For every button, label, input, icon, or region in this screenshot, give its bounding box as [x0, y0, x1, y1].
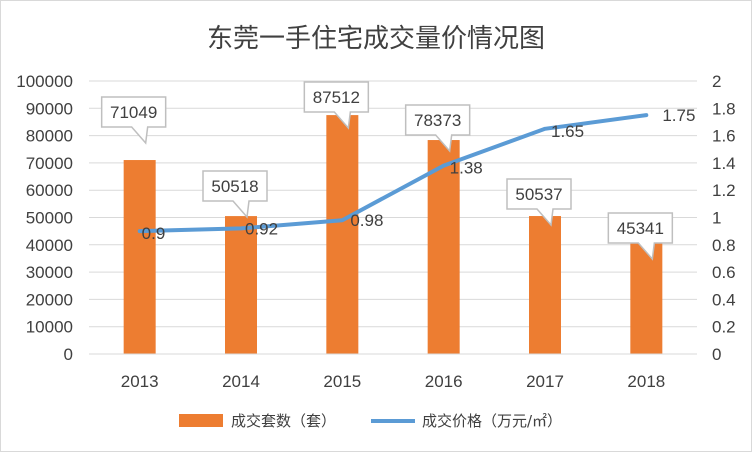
bar-data-label-text: 87512 — [313, 88, 360, 107]
bar-data-label-callout — [607, 212, 674, 261]
bar-data-label: 50537 — [506, 178, 572, 227]
right-axis-tick-label: 1 — [712, 209, 721, 228]
right-axis-tick-label: 0 — [712, 345, 721, 364]
bar-data-label: 71049 — [100, 96, 167, 145]
bar — [123, 160, 156, 354]
bar-data-label-callout — [202, 170, 268, 219]
bar-data-label-text: 71049 — [110, 103, 157, 122]
right-axis-ticks: 0 0.2 0.4 0.6 0.8 1 1.2 1.4 1.6 1.8 2 — [712, 72, 736, 364]
x-axis-tick-label: 2013 — [121, 372, 159, 391]
left-axis-tick-label: 90000 — [26, 99, 73, 118]
line-data-label: 1.38 — [450, 159, 483, 178]
bar-data-label: 78373 — [404, 104, 471, 153]
right-axis-tick-label: 1.6 — [712, 127, 736, 146]
right-axis-tick-label: 0.6 — [712, 263, 736, 282]
left-axis-tick-label: 0 — [64, 345, 73, 364]
left-axis-tick-label: 80000 — [26, 127, 73, 146]
line-data-label: 0.92 — [245, 219, 278, 238]
bar — [326, 115, 359, 354]
x-axis-tick-label: 2014 — [222, 372, 260, 391]
legend-line-label: 成交价格（万元/㎡） — [422, 412, 562, 430]
right-axis-tick-label: 1.8 — [712, 99, 736, 118]
legend-bar-swatch — [179, 414, 223, 427]
left-axis-tick-label: 40000 — [26, 236, 73, 255]
x-axis-ticks: 2013 2014 2015 2016 2017 2018 — [121, 372, 665, 391]
line-data-label: 0.98 — [350, 211, 383, 230]
right-axis-tick-label: 0.8 — [712, 236, 736, 255]
bar-data-labels: 71049 50518 87512 78373 50537 45341 — [100, 81, 674, 261]
line-data-label: 1.75 — [662, 106, 695, 125]
left-axis-ticks: 0 10000 20000 30000 40000 50000 60000 70000 8000… — [16, 72, 73, 364]
left-axis-tick-label: 60000 — [26, 181, 73, 200]
right-axis-tick-label: 1.2 — [712, 181, 736, 200]
x-axis-tick-label: 2018 — [627, 372, 665, 391]
bar-data-label-callout — [100, 96, 167, 145]
left-axis-tick-label: 30000 — [26, 263, 73, 282]
legend: 成交套数（套） 成交价格（万元/㎡） — [179, 412, 562, 430]
chart-title: 东莞一手住宅成交量价情况图 — [207, 24, 545, 54]
bar — [225, 216, 257, 354]
bar-data-label-text: 45341 — [617, 219, 664, 238]
x-axis-tick-label: 2015 — [323, 372, 361, 391]
bar-data-label-callout — [303, 81, 370, 130]
bar-data-label: 50518 — [202, 170, 268, 219]
bar-data-label-text: 78373 — [414, 111, 461, 130]
left-axis-tick-label: 10000 — [26, 318, 73, 337]
right-axis-tick-label: 2 — [712, 72, 721, 91]
bar-data-label-callout — [506, 178, 572, 227]
bar-data-label-text: 50518 — [211, 177, 258, 196]
bar-series — [123, 115, 663, 354]
line-data-label: 0.9 — [142, 224, 166, 243]
bar-data-label: 45341 — [607, 212, 674, 261]
right-axis-tick-label: 0.2 — [712, 318, 736, 337]
bar-data-label-text: 50537 — [515, 185, 562, 204]
line-data-labels: 0.9 0.92 0.98 1.38 1.65 1.75 — [142, 106, 696, 243]
x-axis-tick-label: 2016 — [425, 372, 463, 391]
right-axis-tick-label: 1.4 — [712, 154, 736, 173]
left-axis-tick-label: 100000 — [16, 72, 73, 91]
left-axis-tick-label: 70000 — [26, 154, 73, 173]
bar-data-label: 87512 — [303, 81, 370, 130]
gridlines — [89, 80, 697, 328]
line-path — [137, 113, 649, 234]
line-data-label: 1.65 — [551, 122, 584, 141]
legend-bar-label: 成交套数（套） — [231, 412, 336, 430]
bar — [529, 216, 561, 354]
left-axis-tick-label: 50000 — [26, 209, 73, 228]
bar — [427, 140, 460, 354]
bar-data-label-callout — [404, 104, 471, 153]
line-series — [137, 113, 649, 234]
x-axis-tick-label: 2017 — [526, 372, 564, 391]
right-axis-tick-label: 0.4 — [712, 290, 736, 309]
left-axis-tick-label: 20000 — [26, 290, 73, 309]
